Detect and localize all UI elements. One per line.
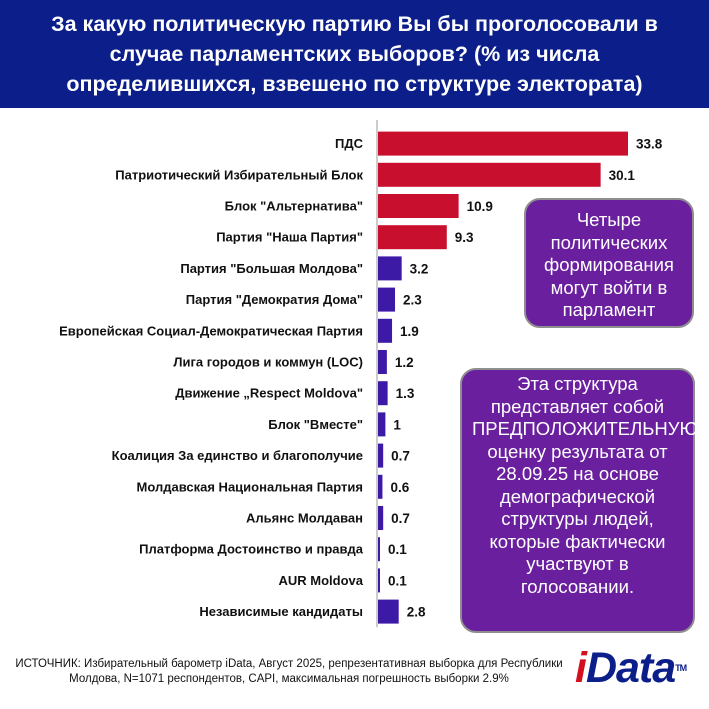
header-banner: За какую политическую партию Вы бы прого… [0,0,709,108]
category-label-6: Европейская Социал-Демократическая Парти… [59,323,363,338]
idata-logo: iDataTM [575,644,687,692]
category-label-10: Коалиция За единство и благополучие [112,448,363,463]
value-label-9: 1 [393,417,401,432]
bar-11 [378,474,383,499]
value-label-4: 3.2 [410,261,429,276]
category-label-1: Патриотический Избирательный Блок [115,167,363,182]
value-label-13: 0.1 [388,542,407,557]
category-label-7: Лига городов и коммун (LOC) [173,355,363,370]
value-label-10: 0.7 [391,449,410,464]
category-label-4: Партия "Большая Молдова" [180,261,363,276]
bar-7 [378,350,387,374]
note-box-parliament: Четыре политических формирования могут в… [524,198,694,328]
note-box-disclaimer: Эта структура представляет собой ПРЕДПОЛ… [460,368,698,633]
bar-10 [378,443,384,468]
category-label-0: ПДС [335,136,364,151]
bar-chart: ПДС 33.8 Патриотический Избирательный Блок… [59,120,663,628]
bar-6 [378,318,393,343]
category-label-12: Альянс Молдаван [246,511,363,526]
category-label-9: Блок "Вместе" [268,417,363,432]
value-label-2: 10.9 [467,199,493,214]
value-label-0: 33.8 [636,137,663,152]
value-label-3: 9.3 [455,230,474,245]
bar-15 [378,599,399,624]
value-label-12: 0.7 [391,511,410,526]
value-label-7: 1.2 [395,355,414,370]
bar-5 [378,287,396,312]
bar-3 [378,225,447,250]
value-label-5: 2.3 [403,293,422,308]
value-label-11: 0.6 [390,480,409,495]
value-label-1: 30.1 [609,168,636,183]
value-label-15: 2.8 [407,605,426,620]
source-footnote: ИСТОЧНИК: Избирательный барометр iData, … [15,658,563,685]
bar-1 [378,162,601,187]
chart-title: За какую политическую партию Вы бы прого… [51,12,658,96]
category-label-14: AUR Moldova [279,573,364,588]
category-label-15: Независимые кандидаты [199,604,363,619]
value-label-14: 0.1 [388,573,407,588]
bar-13 [378,537,380,562]
category-label-3: Партия "Наша Партия" [216,230,363,245]
value-label-8: 1.3 [396,386,415,401]
bar-12 [378,506,384,530]
bar-0 [378,131,628,156]
bar-14 [378,568,380,593]
bar-8 [378,381,388,406]
bar-2 [378,194,459,218]
category-label-11: Молдавская Национальная Партия [137,479,363,494]
bar-4 [378,256,402,281]
bar-9 [378,412,386,437]
category-label-2: Блок "Альтернатива" [225,199,363,214]
category-label-5: Партия "Демократия Дома" [186,292,363,307]
category-label-8: Движение „Respect Moldova" [175,386,363,401]
category-label-13: Платформа Достоинство и правда [139,542,364,557]
value-label-6: 1.9 [400,324,419,339]
